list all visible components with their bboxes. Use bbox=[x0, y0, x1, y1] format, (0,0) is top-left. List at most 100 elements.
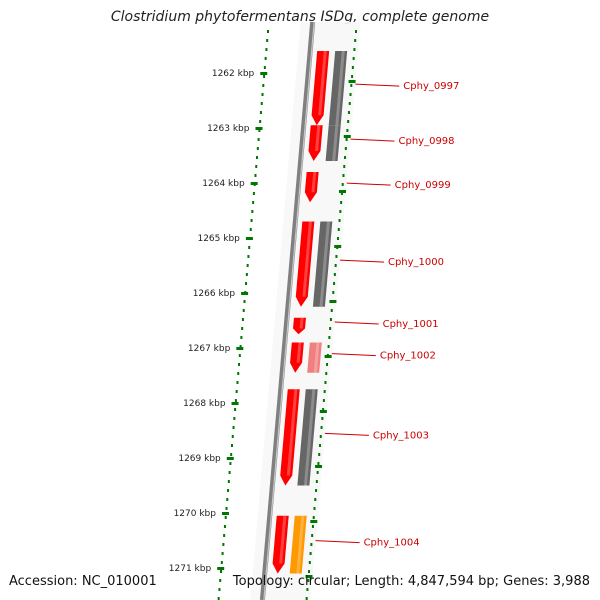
ruler-dot bbox=[343, 165, 346, 168]
gene-arrow-cphy-1001[interactable] bbox=[293, 317, 306, 335]
ruler-dot bbox=[310, 543, 313, 546]
ruler-dot bbox=[347, 111, 350, 114]
ruler-dot bbox=[248, 246, 251, 249]
ruler-tick bbox=[310, 520, 318, 523]
kbp-tick-label: 1266 kbp bbox=[193, 289, 236, 299]
ruler-dot bbox=[351, 75, 354, 78]
ruler-dot bbox=[322, 399, 325, 402]
gene-track[interactable] bbox=[272, 51, 348, 574]
ruler-dot bbox=[242, 309, 245, 312]
gene-label[interactable]: Cphy_1004 bbox=[364, 538, 420, 549]
gene-label[interactable]: Cphy_1001 bbox=[383, 319, 439, 330]
ruler-dot bbox=[354, 39, 357, 42]
ruler-dot bbox=[342, 174, 345, 177]
gene-arrow-cphy-1000[interactable] bbox=[295, 221, 315, 307]
ruler-dot bbox=[250, 219, 253, 222]
ruler-dot bbox=[315, 489, 318, 492]
gene-label[interactable]: Cphy_0998 bbox=[399, 136, 455, 147]
gene-feature-pink[interactable] bbox=[307, 342, 322, 373]
ruler-dot bbox=[324, 381, 327, 384]
backbone-highlight bbox=[263, 21, 315, 600]
gene-arrow-cphy-1003[interactable] bbox=[280, 389, 300, 486]
ruler-dot bbox=[241, 318, 244, 321]
ruler-dot bbox=[249, 228, 252, 231]
leader-line bbox=[350, 138, 395, 142]
ruler-dot bbox=[333, 282, 336, 285]
ruler-tick bbox=[217, 567, 225, 570]
ruler-dot bbox=[346, 129, 349, 132]
gene-arrow-cphy-1004[interactable] bbox=[272, 515, 289, 574]
ruler-dot bbox=[333, 273, 336, 276]
ruler-dot bbox=[227, 489, 230, 492]
ruler-dot bbox=[232, 426, 235, 429]
ruler-tick bbox=[245, 237, 253, 240]
ruler-dot bbox=[353, 48, 356, 51]
map-title: Clostridium phytofermentans ISDg, comple… bbox=[110, 9, 490, 25]
backbone-line bbox=[259, 21, 316, 600]
ruler-dot bbox=[350, 84, 353, 87]
ruler-dot bbox=[306, 588, 309, 591]
ruler-dot bbox=[261, 93, 264, 96]
gene-feature-gray[interactable] bbox=[328, 51, 348, 126]
ruler-dot bbox=[239, 345, 242, 348]
ruler-dot bbox=[352, 57, 355, 60]
ruler-dot bbox=[238, 363, 241, 366]
ruler-dot bbox=[345, 138, 348, 141]
ruler-tick bbox=[338, 190, 346, 193]
lane-background bbox=[250, 22, 361, 600]
ruler-tick bbox=[250, 182, 258, 185]
leader-line bbox=[334, 321, 379, 325]
ruler-dot bbox=[309, 552, 312, 555]
genome-summary: Topology: circular; Length: 4,847,594 bp… bbox=[232, 574, 590, 589]
ruler-dot bbox=[328, 336, 331, 339]
ruler-dot bbox=[241, 327, 244, 330]
ruler-dot bbox=[312, 516, 315, 519]
gene-label[interactable]: Cphy_0999 bbox=[395, 180, 451, 191]
gene-arrow-cphy-0997[interactable] bbox=[311, 51, 330, 126]
gene-arrow-cphy-0998[interactable] bbox=[308, 125, 323, 161]
kbp-tick-label: 1262 kbp bbox=[212, 69, 255, 79]
gene-feature-gray[interactable] bbox=[325, 125, 341, 161]
kbp-tick-label: 1270 kbp bbox=[174, 509, 217, 519]
ruler-tick bbox=[324, 355, 332, 358]
ruler-dot bbox=[344, 156, 347, 159]
ruler-dot bbox=[230, 444, 233, 447]
ruler-dot bbox=[307, 579, 310, 582]
ruler-dot bbox=[321, 417, 324, 420]
ruler-dot bbox=[318, 453, 321, 456]
ruler-dot bbox=[218, 588, 221, 591]
ruler-tick bbox=[255, 127, 263, 130]
ruler-dot bbox=[245, 273, 248, 276]
ruler-tick bbox=[329, 300, 337, 303]
ruler-dot bbox=[318, 444, 321, 447]
ruler-dot bbox=[311, 525, 314, 528]
ruler-dot bbox=[335, 255, 338, 258]
leader-line bbox=[339, 259, 385, 263]
ruler-dot bbox=[347, 120, 350, 123]
ruler-dot bbox=[267, 30, 269, 33]
gene-feature-orange[interactable] bbox=[289, 515, 307, 574]
ruler-dot bbox=[233, 417, 236, 420]
gene-label[interactable]: Cphy_1000 bbox=[388, 257, 444, 268]
ruler-dot bbox=[234, 399, 237, 402]
ruler-dot bbox=[340, 201, 343, 204]
ruler-tick bbox=[315, 465, 323, 468]
ruler-dot bbox=[221, 552, 224, 555]
ruler-dot bbox=[325, 372, 328, 375]
ruler-dot bbox=[339, 210, 342, 213]
ruler-tick bbox=[319, 410, 327, 413]
ruler-tick bbox=[260, 72, 268, 75]
gene-label[interactable]: Cphy_1003 bbox=[373, 430, 429, 441]
ruler-dot bbox=[308, 570, 311, 573]
ruler-dot bbox=[320, 426, 323, 429]
gene-label[interactable]: Cphy_1002 bbox=[380, 351, 436, 362]
gene-arrow-cphy-1002[interactable] bbox=[290, 342, 304, 373]
gene-label[interactable]: Cphy_0997 bbox=[403, 81, 459, 92]
gene-feature-gray[interactable] bbox=[312, 221, 333, 307]
ruler-dot bbox=[243, 300, 246, 303]
ruler-dot bbox=[338, 219, 341, 222]
gene-feature-gray[interactable] bbox=[297, 389, 318, 486]
gene-arrow-cphy-0999[interactable] bbox=[304, 172, 319, 203]
ruler-dot bbox=[256, 156, 259, 159]
